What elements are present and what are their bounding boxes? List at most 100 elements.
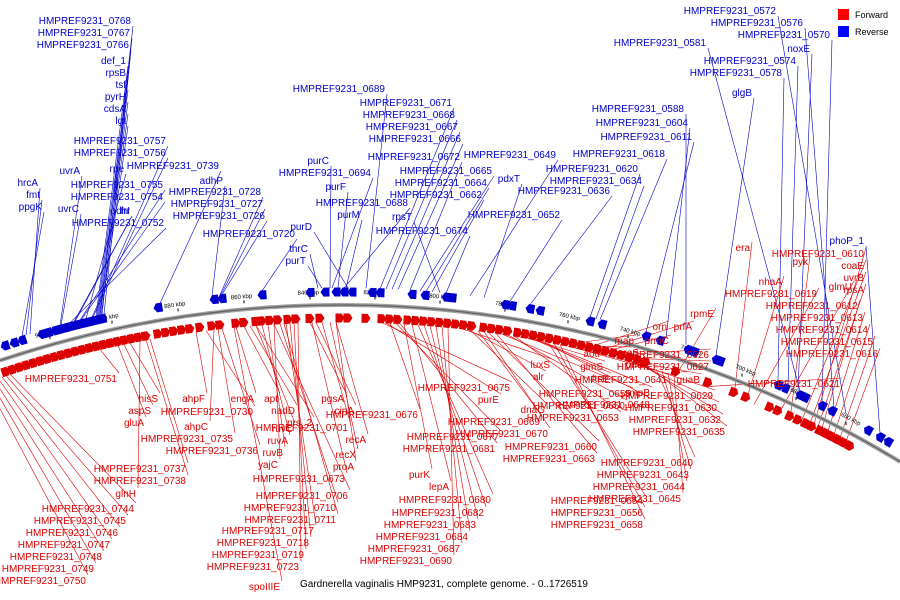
forward-gene-arrow <box>98 339 109 350</box>
forward-gene-label: HMPREF9231_0747 <box>18 540 111 551</box>
leader-line <box>221 328 261 446</box>
forward-gene-label: HMPREF9231_0670 <box>456 429 549 440</box>
leader-line <box>483 183 523 298</box>
forward-gene-label: HMPREF9231_0748 <box>10 552 103 563</box>
forward-gene-arrow <box>305 313 315 324</box>
reverse-gene-label: adhP <box>200 176 224 187</box>
reverse-gene-arrow <box>9 337 20 348</box>
reverse-gene-label: HMPREF9231_0720 <box>203 229 296 240</box>
forward-gene-arrow <box>544 333 555 344</box>
reverse-gene-label: purD <box>290 222 312 233</box>
leader-line <box>261 238 298 292</box>
leader-line <box>707 47 801 391</box>
leader-line <box>285 323 317 526</box>
reverse-gene-label: HMPREF9231_0689 <box>293 84 386 95</box>
forward-gene-label: HMPREF9231_0648 <box>558 400 651 411</box>
leader-line <box>655 369 696 458</box>
reverse-gene-arrow <box>827 405 839 417</box>
forward-gene-arrow <box>784 410 795 421</box>
reverse-gene-label: rpsB <box>105 68 126 79</box>
forward-gene-label: HMPREF9231_0745 <box>34 516 127 527</box>
leader-line <box>9 374 137 504</box>
reverse-gene-label: HMPREF9231_0576 <box>711 18 804 29</box>
forward-gene-label: recX <box>335 450 356 461</box>
leader-line <box>309 253 319 289</box>
reverse-gene-label: purM <box>337 210 360 221</box>
leader-line <box>307 265 323 289</box>
leader-line <box>429 325 479 520</box>
leader-line <box>74 215 133 322</box>
forward-gene-label: engA <box>231 394 255 405</box>
leader-line <box>117 345 147 418</box>
leader-line <box>60 213 82 326</box>
forward-gene-arrow <box>451 319 461 329</box>
forward-gene-arrow <box>552 334 563 345</box>
leader-line <box>789 255 811 421</box>
leader-line <box>211 185 226 296</box>
leader-line <box>425 187 490 292</box>
forward-gene-arrow <box>740 391 751 402</box>
reverse-gene-label: HMPREF9231_0649 <box>464 150 557 161</box>
forward-gene-label: HMPREF9231_0654 <box>551 496 644 507</box>
leader-line <box>381 322 513 383</box>
forward-gene-arrow <box>0 366 11 378</box>
leader-line <box>129 342 161 394</box>
forward-gene-label: glnH <box>115 489 136 500</box>
leader-line <box>409 161 463 291</box>
leader-line <box>100 125 129 316</box>
forward-gene-arrow <box>466 320 477 331</box>
forward-gene-label: aotP <box>583 349 604 360</box>
forward-gene-label: HMPREF9231_0653 <box>527 413 620 424</box>
leader-line <box>315 322 357 406</box>
forward-gene-arrow <box>152 329 163 339</box>
forward-gene-arrow <box>184 323 195 334</box>
forward-gene-arrow <box>520 328 531 339</box>
forward-gene-arrow <box>21 360 32 371</box>
forward-gene-label: nadD <box>271 406 295 417</box>
reverse-gene-label: phoP_1 <box>830 236 865 247</box>
forward-gene-arrow <box>283 314 293 325</box>
forward-gene-label: HMPREF9231_0644 <box>593 482 686 493</box>
reverse-gene-label: pyrH <box>105 92 126 103</box>
leader-line <box>599 158 668 320</box>
leader-line <box>159 170 222 304</box>
forward-gene-label: smpB <box>624 388 650 399</box>
forward-gene-label: HMPREF9231_0719 <box>212 550 305 561</box>
reverse-gene-label: HMPREF9231_0588 <box>592 104 685 115</box>
leader-line <box>103 49 132 315</box>
forward-gene-arrow <box>494 324 505 335</box>
leader-line <box>804 27 835 408</box>
forward-gene-arrow <box>670 365 681 377</box>
forward-gene-label: HMPREF9231_0669 <box>448 417 541 428</box>
reverse-gene-label: HMPREF9231_0728 <box>169 187 262 198</box>
reverse-gene-arrow <box>320 287 330 297</box>
leader-line <box>529 195 613 305</box>
forward-gene-arrow <box>14 362 25 373</box>
reverse-gene-label: odhI <box>111 206 130 217</box>
leader-line <box>313 231 349 289</box>
reverse-gene-label: HMPREF9231_0694 <box>279 168 372 179</box>
reverse-gene-arrow <box>43 327 54 338</box>
reverse-gene-arrow <box>795 390 806 401</box>
forward-gene-label: HMPREF9231_0749 <box>2 564 95 575</box>
leader-line <box>667 372 688 482</box>
reverse-gene-label: hrcA <box>17 178 38 189</box>
forward-gene-arrow <box>843 440 854 451</box>
leader-line <box>243 326 281 394</box>
leader-line <box>0 397 97 564</box>
leader-line <box>69 227 167 323</box>
forward-gene-label: HMPREF9231_0643 <box>597 470 690 481</box>
forward-gene-label: HMPREF9231_0621 <box>748 379 841 390</box>
forward-gene-arrow <box>160 327 171 338</box>
reverse-gene-arrow <box>507 301 518 311</box>
forward-gene-arrow <box>361 313 371 323</box>
leader-line <box>385 322 502 395</box>
forward-gene-label: nhaA <box>759 277 783 288</box>
forward-gene-label: HMPREF9231_0737 <box>94 464 187 475</box>
forward-gene-arrow <box>393 314 403 325</box>
forward-gene-arrow <box>257 316 267 326</box>
forward-gene-label: HMPREF9231_0656 <box>551 508 644 519</box>
forward-gene-arrow <box>126 333 137 344</box>
forward-gene-label: guaB <box>677 375 701 386</box>
leader-line <box>0 408 89 576</box>
